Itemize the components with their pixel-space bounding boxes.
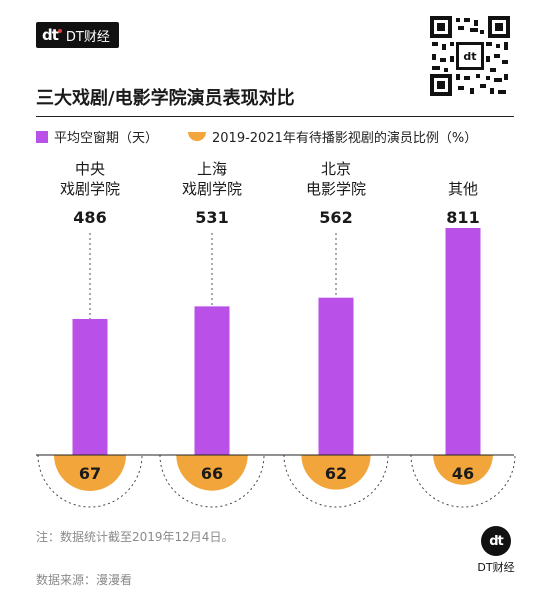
bar-1	[72, 318, 108, 455]
percent-value-label: 66	[201, 464, 223, 483]
legend-swatch-bar	[36, 130, 48, 143]
legend: 平均空窗期（天） 2019-2021年有待播影视剧的演员比例（%）	[36, 127, 477, 146]
percent-semicircle-4	[433, 455, 493, 485]
bar-value-label: 531	[195, 208, 228, 227]
reference-arc	[410, 454, 516, 508]
data-source: 数据来源：漫漫看	[36, 573, 133, 587]
category-label: 戏剧学院	[182, 180, 242, 198]
percent-value-label: 46	[452, 464, 474, 483]
brand-mark: dt	[42, 26, 62, 44]
percent-semicircle-1	[54, 455, 126, 491]
qr-code: dt	[430, 16, 510, 96]
percent-semicircle-2	[176, 455, 248, 491]
category-label: 电影学院	[306, 180, 366, 198]
bar-value-label: 486	[73, 208, 106, 227]
footnote: 注：数据统计截至2019年12月4日。	[36, 530, 234, 544]
category-label: 戏剧学院	[60, 180, 120, 198]
brand-logo-bottom: dt DT财经	[470, 526, 522, 575]
legend-label-semicircle: 2019-2021年有待播影视剧的演员比例（%）	[212, 131, 478, 146]
percent-semicircle-3	[301, 455, 371, 490]
svg-text:dt: dt	[463, 50, 476, 63]
brand-mark-bottom: dt	[481, 526, 511, 556]
reference-arc	[37, 454, 143, 508]
percent-value-label: 67	[79, 464, 101, 483]
bar-value-label: 562	[319, 208, 352, 227]
brand-name: DT财经	[65, 29, 110, 45]
category-label: 北京	[321, 160, 351, 178]
brand-logo: dt DT财经	[36, 22, 119, 48]
legend-swatch-semicircle	[188, 132, 207, 141]
category-label: 上海	[197, 160, 227, 178]
category-label: 中央	[75, 160, 105, 178]
chart-title: 三大戏剧/电影学院演员表现对比	[36, 88, 295, 109]
brand-name-bottom: DT财经	[477, 561, 515, 574]
percent-value-label: 62	[325, 464, 347, 483]
legend-label-bar: 平均空窗期（天）	[54, 131, 159, 146]
reference-arc	[159, 454, 265, 508]
category-label: 其他	[448, 180, 478, 198]
bar-3	[318, 297, 354, 455]
reference-arc	[283, 454, 389, 508]
bar-2	[194, 306, 230, 455]
bar-value-label: 811	[446, 208, 479, 227]
bar-4	[445, 228, 481, 455]
title-divider	[36, 116, 514, 117]
